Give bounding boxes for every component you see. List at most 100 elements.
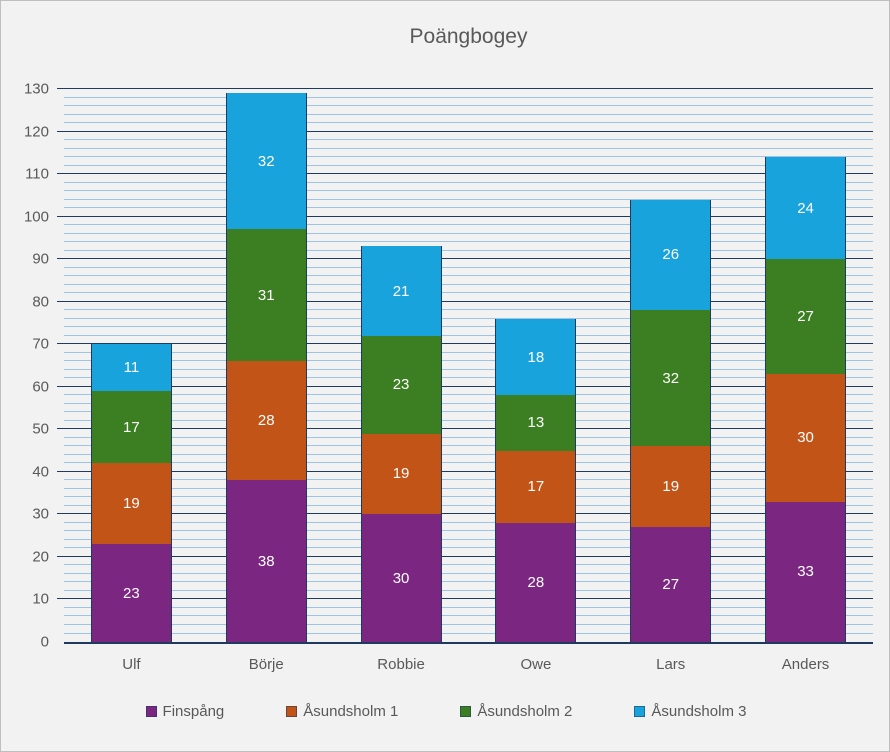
legend-marker-icon xyxy=(634,706,646,717)
minor-gridline xyxy=(64,105,873,107)
bar-segment-series-4[interactable]: 21 xyxy=(360,246,442,336)
minor-gridline xyxy=(64,351,873,353)
minor-gridline xyxy=(64,436,873,438)
major-gridline xyxy=(57,470,873,472)
bar-segment-series-2[interactable]: 17 xyxy=(495,450,577,523)
data-label: 19 xyxy=(662,478,680,496)
bar-segment-series-1[interactable]: 33 xyxy=(765,501,846,642)
major-gridline xyxy=(57,88,873,89)
major-gridline xyxy=(57,173,873,175)
bar-segment-series-2[interactable]: 30 xyxy=(765,374,846,502)
bar-segment-series-2[interactable]: 19 xyxy=(90,463,172,545)
data-label: 33 xyxy=(797,563,814,581)
legend-item-series-1[interactable]: Finspång xyxy=(145,703,224,720)
minor-gridline xyxy=(64,309,873,311)
data-label: 30 xyxy=(797,429,814,447)
bar-segment-series-3[interactable]: 27 xyxy=(765,259,846,375)
minor-gridline xyxy=(64,377,873,379)
minor-gridline xyxy=(64,207,873,209)
minor-gridline xyxy=(64,606,873,608)
bar-segment-series-1[interactable]: 38 xyxy=(225,480,307,642)
minor-gridline xyxy=(64,538,873,540)
x-axis-category-label: Anders xyxy=(781,656,830,673)
minor-gridline xyxy=(64,156,873,158)
minor-gridline xyxy=(64,334,873,336)
major-gridline xyxy=(57,513,873,515)
minor-gridline xyxy=(64,504,873,506)
bar-segment-series-1[interactable]: 28 xyxy=(495,522,577,642)
data-label: 24 xyxy=(797,199,814,217)
data-label: 26 xyxy=(662,246,680,264)
bar-segment-series-4[interactable]: 18 xyxy=(495,318,577,396)
bar-segment-series-3[interactable]: 32 xyxy=(630,310,712,447)
minor-gridline xyxy=(64,589,873,591)
legend: Finspång Åsundsholm 1 Åsundsholm 2 Åsundsho… xyxy=(1,703,889,720)
data-label: 17 xyxy=(527,478,545,496)
bar-segment-series-1[interactable]: 23 xyxy=(90,544,172,642)
minor-gridline xyxy=(64,232,873,234)
bar-segment-series-3[interactable]: 31 xyxy=(225,229,307,362)
minor-gridline xyxy=(64,411,873,413)
major-gridline xyxy=(57,258,873,260)
minor-gridline xyxy=(64,326,873,328)
bar-segment-series-1[interactable]: 30 xyxy=(360,514,442,642)
minor-gridline xyxy=(64,521,873,523)
data-label: 30 xyxy=(392,569,410,587)
y-axis-tick-label: 40 xyxy=(32,463,49,481)
minor-gridline xyxy=(64,419,873,421)
minor-gridline xyxy=(64,360,873,362)
minor-gridline xyxy=(64,113,873,115)
bar-segment-series-2[interactable]: 19 xyxy=(360,433,442,515)
bar-stack: 30 19 23 21 xyxy=(360,89,442,642)
minor-gridline xyxy=(64,139,873,141)
data-label: 27 xyxy=(662,576,680,594)
bar-segment-series-2[interactable]: 19 xyxy=(630,446,712,528)
bar-segment-series-3[interactable]: 17 xyxy=(90,391,172,464)
legend-item-series-4[interactable]: Åsundsholm 3 xyxy=(634,703,746,720)
bar-segment-series-3[interactable]: 23 xyxy=(360,335,442,434)
major-gridline xyxy=(57,555,873,557)
bar-segment-series-3[interactable]: 13 xyxy=(495,395,577,451)
data-label: 28 xyxy=(527,573,545,591)
data-label: 28 xyxy=(257,412,275,430)
bar-segment-series-4[interactable]: 24 xyxy=(765,157,846,260)
minor-gridline xyxy=(64,462,873,464)
y-axis-tick-label: 70 xyxy=(32,335,49,353)
bar-segment-series-4[interactable]: 32 xyxy=(225,93,307,230)
data-label: 23 xyxy=(392,376,410,394)
minor-gridline xyxy=(64,249,873,251)
bar-segment-series-4[interactable]: 26 xyxy=(630,199,712,311)
bar-stack: 23 19 17 11 xyxy=(90,89,172,642)
major-gridline xyxy=(57,130,873,132)
data-label: 32 xyxy=(257,152,275,170)
minor-gridline xyxy=(64,632,873,634)
major-gridline xyxy=(57,385,873,387)
legend-marker-icon xyxy=(286,706,298,717)
y-axis-tick-label: 110 xyxy=(25,165,49,183)
bar-segment-series-2[interactable]: 28 xyxy=(225,361,307,481)
x-axis-category-label: Lars xyxy=(656,656,686,673)
bar-segment-series-1[interactable]: 27 xyxy=(630,527,712,642)
y-axis-tick-label: 60 xyxy=(32,378,49,396)
minor-gridline xyxy=(64,122,873,124)
minor-gridline xyxy=(64,530,873,532)
category-column: 38 28 31 32 xyxy=(199,89,334,642)
category-column: 30 19 23 21 xyxy=(334,89,469,642)
minor-gridline xyxy=(64,564,873,566)
minor-gridline xyxy=(64,283,873,285)
bar-segment-series-4[interactable]: 11 xyxy=(90,344,172,392)
minor-gridline xyxy=(64,224,873,226)
data-label: 23 xyxy=(123,584,140,602)
major-gridline xyxy=(57,215,873,217)
legend-item-series-3[interactable]: Åsundsholm 2 xyxy=(460,703,572,720)
x-axis-category-label: Börje xyxy=(248,656,284,673)
category-column: 33 30 27 24 xyxy=(738,89,873,642)
major-gridline xyxy=(57,428,873,430)
bar-stack: 27 19 32 26 xyxy=(630,89,712,642)
minor-gridline xyxy=(64,487,873,489)
legend-item-series-2[interactable]: Åsundsholm 1 xyxy=(286,703,398,720)
minor-gridline xyxy=(64,147,873,149)
y-axis-tick-label: 20 xyxy=(32,548,49,566)
minor-gridline xyxy=(64,453,873,455)
